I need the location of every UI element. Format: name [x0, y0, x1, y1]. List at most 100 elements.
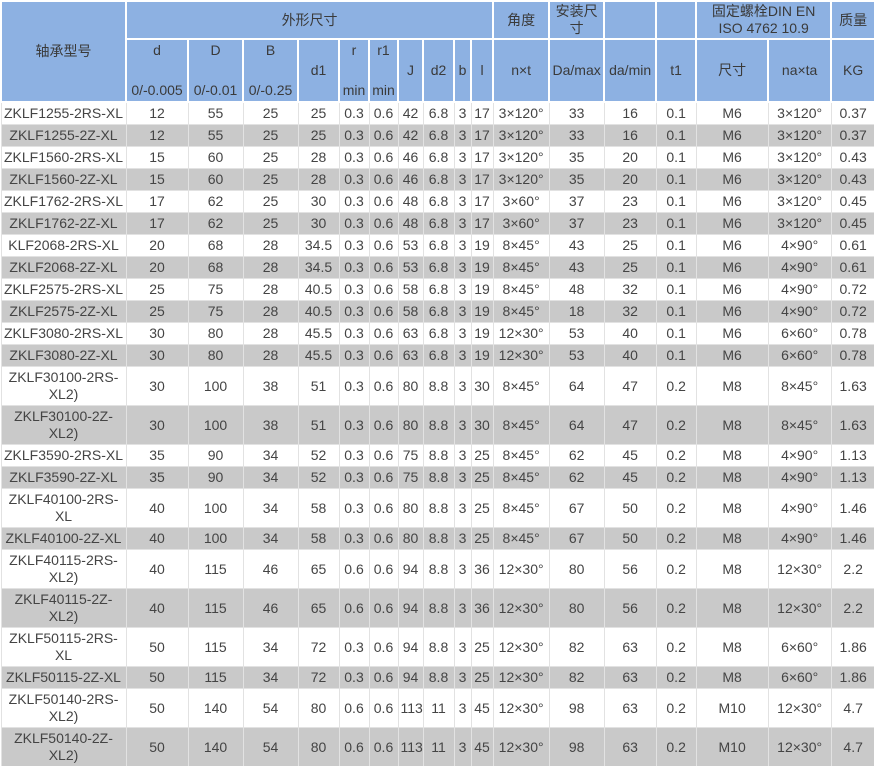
- cell-kg: 0.61: [830, 256, 874, 279]
- cell-nxt: 8×45°: [492, 256, 550, 279]
- cell-D: 100: [187, 527, 244, 550]
- cell-D: 115: [187, 588, 244, 628]
- cell-model: ZKLF30100-2RS-XL2): [0, 366, 127, 406]
- cell-size: M6: [695, 168, 769, 191]
- cell-r: 0.3: [338, 168, 370, 191]
- cell-t1: 0.2: [655, 727, 697, 766]
- cell-b: 3: [453, 727, 472, 766]
- cell-naxta: 4×90°: [767, 256, 832, 279]
- cell-b: 3: [453, 322, 472, 345]
- cell-model: ZKLF50115-2Z-XL: [0, 666, 127, 689]
- cell-d1: 40.5: [297, 300, 340, 323]
- cell-l: 19: [470, 300, 494, 323]
- cell-da_min: 63: [603, 666, 657, 689]
- cell-t1: 0.2: [655, 466, 697, 489]
- cell-b: 3: [453, 168, 472, 191]
- cell-B: 38: [242, 405, 299, 445]
- cell-B: 25: [242, 124, 299, 147]
- cell-da_min: 20: [603, 146, 657, 169]
- cell-r: 0.3: [338, 488, 370, 528]
- header-sub-row: d 0/-0.005 D 0/-0.01 B 0/-0.25 d1 r: [1, 38, 874, 103]
- cell-B: 46: [242, 549, 299, 589]
- cell-d: 17: [125, 190, 189, 213]
- col-header-Da-max: Da/max: [548, 38, 606, 103]
- cell-size: M6: [695, 256, 769, 279]
- cell-kg: 4.7: [830, 727, 874, 766]
- cell-r: 0.3: [338, 256, 370, 279]
- cell-B: 34: [242, 488, 299, 528]
- col-group-mounting: 安装尺寸: [548, 0, 606, 40]
- cell-nxt: 8×45°: [492, 366, 550, 406]
- cell-d2: 6.8: [422, 101, 455, 125]
- cell-d2: 8.8: [422, 527, 455, 550]
- col-group-mass: 质量: [830, 0, 874, 40]
- cell-d1: 30: [297, 212, 340, 235]
- cell-l: 25: [470, 466, 494, 489]
- cell-Da_max: 48: [548, 278, 605, 301]
- cell-b: 3: [453, 344, 472, 367]
- cell-Da_max: 53: [548, 344, 605, 367]
- cell-da_min: 16: [603, 124, 657, 147]
- cell-r1: 0.6: [368, 549, 399, 589]
- cell-size: M6: [695, 278, 769, 301]
- cell-naxta: 4×90°: [767, 466, 832, 489]
- cell-naxta: 6×60°: [767, 666, 832, 689]
- cell-d2: 6.8: [422, 256, 455, 279]
- cell-da_min: 23: [603, 212, 657, 235]
- cell-model: ZKLF50140-2Z-XL2): [0, 727, 127, 766]
- cell-r1: 0.6: [368, 344, 399, 367]
- cell-kg: 1.86: [830, 627, 874, 667]
- cell-d: 30: [125, 366, 189, 406]
- cell-r: 0.3: [338, 300, 370, 323]
- col-group-empty-t1: [655, 0, 698, 40]
- cell-b: 3: [453, 256, 472, 279]
- cell-da_min: 47: [603, 405, 657, 445]
- table-row: ZKLF2068-2Z-XL 20 68 28 34.5 0.3 0.6 53 6.8 3 19 8×…: [0, 256, 874, 279]
- cell-J: 113: [397, 727, 424, 766]
- cell-kg: 0.45: [830, 212, 874, 235]
- cell-nxt: 3×60°: [492, 212, 550, 235]
- cell-d1: 72: [297, 666, 340, 689]
- cell-l: 25: [470, 627, 494, 667]
- cell-size: M8: [695, 588, 769, 628]
- label-r-min: min: [342, 82, 366, 98]
- cell-da_min: 50: [603, 527, 657, 550]
- cell-kg: 0.61: [830, 234, 874, 257]
- cell-B: 46: [242, 588, 299, 628]
- cell-B: 38: [242, 366, 299, 406]
- cell-r: 0.3: [338, 124, 370, 147]
- cell-d: 25: [125, 278, 189, 301]
- cell-da_min: 63: [603, 727, 657, 766]
- cell-t1: 0.1: [655, 101, 697, 125]
- cell-D: 100: [187, 366, 244, 406]
- table-row: ZKLF50140-2RS-XL2) 50 140 54 80 0.6 0.6 113 11 3 4…: [0, 688, 874, 728]
- cell-Da_max: 37: [548, 212, 605, 235]
- cell-d: 40: [125, 549, 189, 589]
- label-B: B: [265, 42, 276, 58]
- cell-size: M10: [695, 688, 769, 728]
- cell-model: ZKLF1560-2Z-XL: [0, 168, 127, 191]
- cell-r1: 0.6: [368, 444, 399, 467]
- cell-t1: 0.2: [655, 366, 697, 406]
- cell-size: M6: [695, 234, 769, 257]
- cell-b: 3: [453, 278, 472, 301]
- cell-kg: 2.2: [830, 549, 874, 589]
- cell-t1: 0.2: [655, 405, 697, 445]
- cell-B: 28: [242, 234, 299, 257]
- cell-D: 90: [187, 466, 244, 489]
- cell-size: M8: [695, 627, 769, 667]
- cell-r1: 0.6: [368, 466, 399, 489]
- col-header-da-min: da/min: [603, 38, 658, 103]
- table-row: ZKLF30100-2RS-XL2) 30 100 38 51 0.3 0.6 80 8.8 3 3…: [0, 366, 874, 406]
- cell-naxta: 12×30°: [767, 688, 832, 728]
- cell-model: ZKLF30100-2Z-XL2): [0, 405, 127, 445]
- cell-da_min: 50: [603, 488, 657, 528]
- col-group-bolt: 固定螺栓DIN EN ISO 4762 10.9: [695, 0, 833, 40]
- col-header-J: J: [397, 38, 424, 103]
- cell-nxt: 3×120°: [492, 146, 550, 169]
- cell-d1: 30: [297, 190, 340, 213]
- cell-d2: 11: [422, 727, 455, 766]
- cell-J: 42: [397, 124, 424, 147]
- cell-Da_max: 82: [548, 666, 605, 689]
